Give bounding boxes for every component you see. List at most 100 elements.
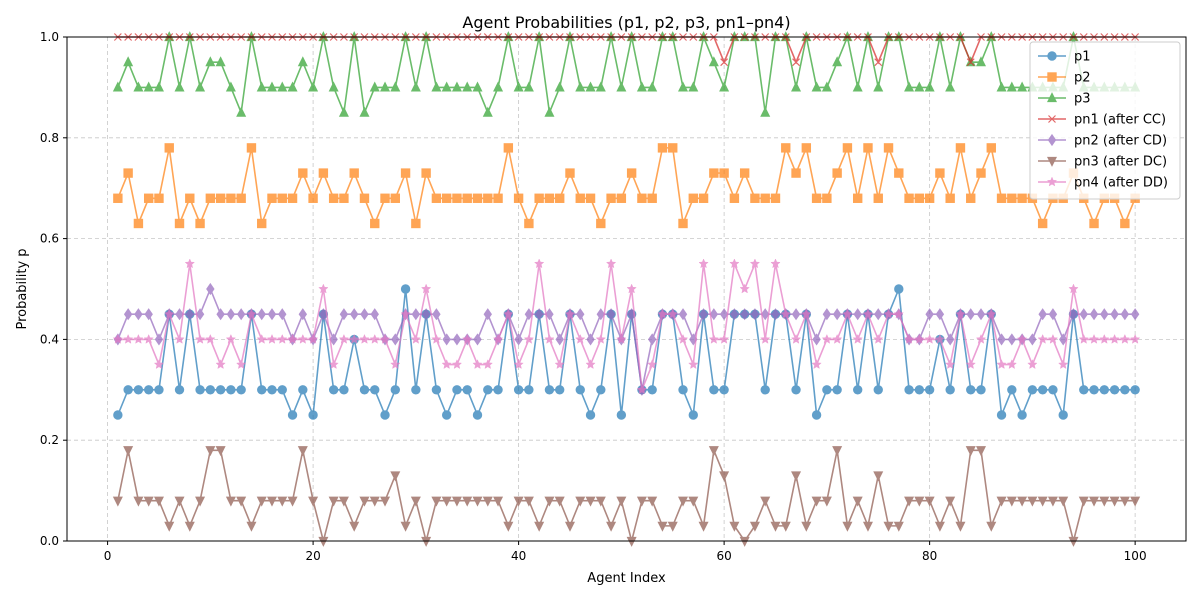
data-point xyxy=(257,218,267,229)
data-point xyxy=(452,333,462,346)
data-point xyxy=(924,81,935,92)
data-point xyxy=(545,308,554,321)
data-point xyxy=(873,385,883,395)
data-point xyxy=(914,193,925,203)
data-point xyxy=(1078,496,1089,507)
data-point xyxy=(195,308,205,321)
data-point xyxy=(780,308,791,319)
data-point xyxy=(575,496,586,507)
data-point xyxy=(749,258,761,269)
legend: p1 p2 p3 pn1 (after CC) pn2 (after CD) pn3 (a… xyxy=(1029,41,1181,200)
data-point xyxy=(277,193,287,203)
data-point xyxy=(760,496,771,507)
data-point xyxy=(688,193,698,203)
data-point xyxy=(441,410,452,420)
data-point xyxy=(338,333,350,344)
data-point xyxy=(955,143,966,153)
data-point xyxy=(801,308,812,319)
y-tick-label: 0.2 xyxy=(40,433,59,447)
data-point xyxy=(1037,218,1048,229)
data-point xyxy=(256,81,267,92)
data-point xyxy=(667,521,678,532)
data-point xyxy=(400,168,411,178)
data-point xyxy=(595,496,606,507)
data-point xyxy=(699,308,708,321)
data-point xyxy=(1016,333,1028,344)
data-point xyxy=(596,308,606,321)
data-point xyxy=(1017,496,1028,507)
data-point xyxy=(472,193,483,203)
data-point xyxy=(575,81,586,92)
data-point xyxy=(1079,385,1089,395)
data-point xyxy=(421,168,431,178)
data-point xyxy=(729,258,740,269)
data-point xyxy=(1119,496,1130,507)
data-point xyxy=(483,193,493,203)
data-point xyxy=(112,333,124,344)
data-point xyxy=(113,193,123,203)
data-point xyxy=(266,81,278,92)
data-point xyxy=(934,333,946,344)
data-point xyxy=(718,333,730,344)
legend-label: p1 xyxy=(1074,50,1091,65)
data-point xyxy=(904,193,914,203)
data-point xyxy=(893,308,904,319)
data-point xyxy=(626,536,637,547)
data-point xyxy=(1099,496,1110,507)
data-point xyxy=(1130,385,1140,395)
data-point xyxy=(513,81,524,92)
legend-marker xyxy=(1047,133,1057,147)
data-point xyxy=(133,218,144,229)
data-point xyxy=(688,410,698,420)
data-point xyxy=(862,308,874,319)
data-point xyxy=(1037,333,1048,344)
data-point xyxy=(903,333,915,344)
ticks: 0 20 40 60 80 100 0.0 0.2 0.4 0.6 0.8 1.0 xyxy=(40,30,1147,563)
data-point xyxy=(503,143,514,153)
data-point xyxy=(1109,496,1120,507)
data-point xyxy=(226,308,236,321)
data-point xyxy=(647,193,657,203)
data-point xyxy=(513,193,524,203)
data-point xyxy=(945,81,956,92)
data-point xyxy=(144,308,153,321)
data-point xyxy=(441,81,452,92)
data-point xyxy=(534,308,544,321)
data-point xyxy=(955,308,966,319)
data-point xyxy=(1027,496,1038,507)
data-point xyxy=(595,81,606,92)
data-point xyxy=(749,521,760,532)
series-line xyxy=(117,145,1136,227)
data-point xyxy=(297,446,308,457)
data-point xyxy=(493,81,504,92)
data-point xyxy=(585,193,596,203)
data-point xyxy=(606,308,616,321)
data-point xyxy=(523,81,534,92)
data-point xyxy=(1006,359,1018,370)
data-point xyxy=(873,81,884,92)
data-point xyxy=(287,496,298,507)
data-point xyxy=(513,385,524,395)
y-tick-label: 1.0 xyxy=(40,30,59,44)
data-point xyxy=(760,333,771,344)
data-point xyxy=(400,521,411,532)
data-point xyxy=(215,56,226,67)
data-point xyxy=(883,521,894,532)
data-point xyxy=(225,333,237,344)
data-point xyxy=(472,496,483,507)
data-point xyxy=(944,359,956,370)
series-line xyxy=(117,447,1136,543)
data-point xyxy=(411,385,421,395)
data-point xyxy=(668,143,678,153)
data-point xyxy=(226,385,236,395)
data-point xyxy=(236,193,246,203)
data-point xyxy=(246,308,257,319)
legend-entry: pn2 (after CD) xyxy=(1038,134,1167,149)
data-point xyxy=(986,521,997,532)
data-point xyxy=(493,385,503,395)
data-point xyxy=(195,385,205,395)
data-point xyxy=(986,143,996,153)
data-point xyxy=(225,496,236,507)
data-point xyxy=(874,58,883,67)
